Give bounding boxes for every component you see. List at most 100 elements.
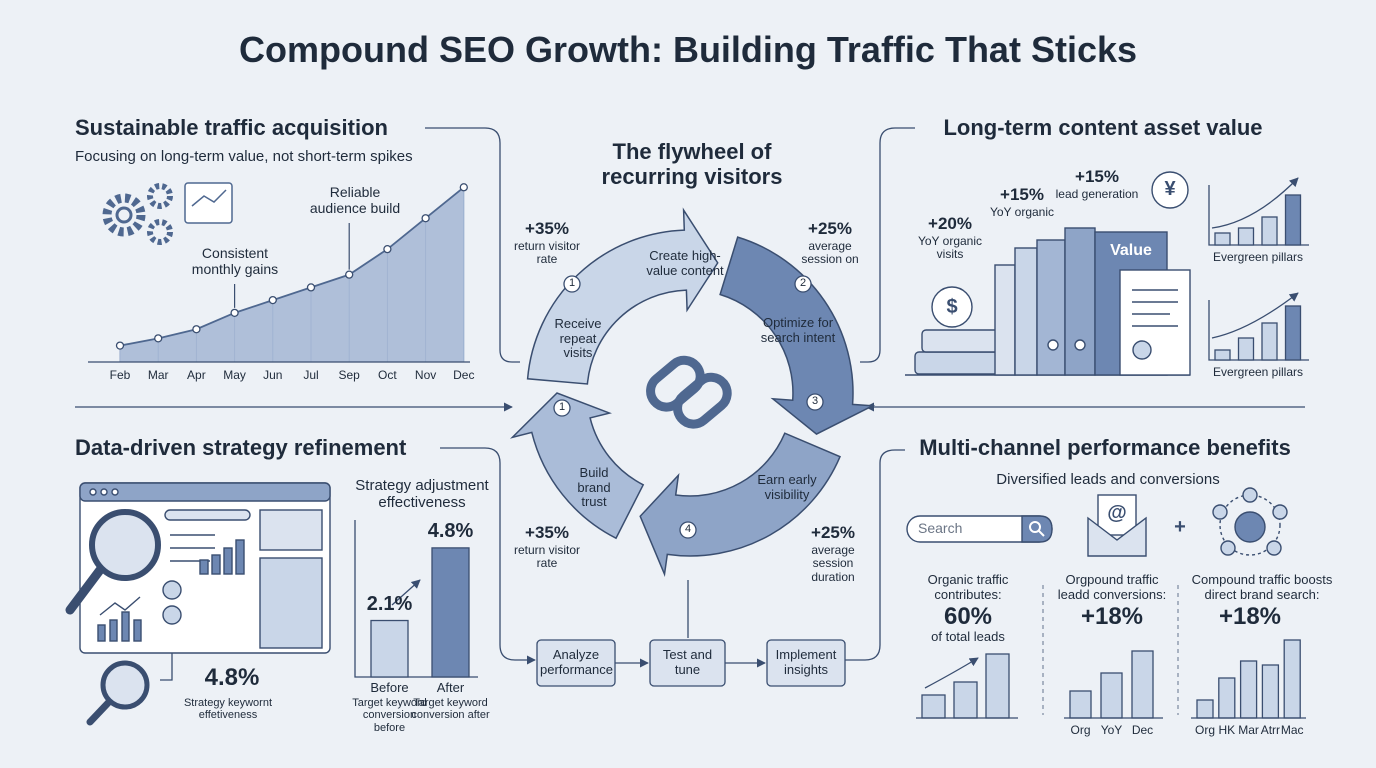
x-tick-label: Mar [1238,723,1259,737]
process-box [649,639,726,687]
x-tick-label: Sep [338,368,360,382]
trend-arrow [1211,292,1299,339]
chart-label: Evergreen pillars [1212,365,1304,379]
x-tick-label: Jul [303,368,319,382]
process-box [536,639,616,687]
bar [1284,194,1302,246]
chart-label: Evergreen pillars [1212,250,1304,264]
bar [1237,227,1255,246]
point [115,341,125,350]
point [383,245,392,254]
flywheel-arrow [509,392,645,540]
flywheel-step: Earn early visibility [757,472,817,502]
flywheel-step: Receive repeat visits [554,316,602,361]
step-badge [679,521,697,539]
x-tick-label: Org [1070,723,1091,737]
column-metric: +18% [1080,603,1144,630]
step-badge [553,399,571,417]
annotation: Reliable audience build [309,184,401,216]
trend-arrow [1211,177,1299,229]
x-tick-label: Mac [1280,723,1304,737]
value-label: 4.8% [427,519,474,542]
connectors [75,127,1305,681]
yen-icon: ¥ [1164,178,1176,200]
page-title: Compound SEO Growth: Building Traffic Th… [238,29,1138,70]
section-heading: Sustainable traffic acquisition [75,115,388,140]
flywheel-title: The flywheel of recurring visitors [601,139,783,189]
flywheel-arrow [719,236,876,435]
step-badge [563,275,581,293]
x-tick-label: Apr [187,368,206,382]
stat-label: YoY organic visits [917,234,983,262]
flywheel-step: Build brand trust [577,465,611,510]
flywheel-arrow [526,207,719,385]
bar [431,547,470,678]
point [459,183,468,192]
point [306,283,316,292]
stat-value: +25% [808,219,852,238]
process-label: Implement insights [775,647,837,677]
metric: 4.8% [204,664,260,691]
x-tick-label: Mar [147,368,169,382]
stat-value: +35% [525,523,569,542]
section-heading: Long-term content asset value [943,115,1263,140]
x-tick-label: Atrr [1260,723,1281,737]
x-tick-label: Nov [414,368,437,382]
column-caption: Organic traffic contributes: [927,572,1009,602]
x-tick-label: Dec [1131,723,1154,737]
bar [1239,660,1258,719]
point [192,325,201,334]
point [230,308,239,318]
point [421,214,430,223]
bar [1261,664,1280,719]
trend-arrow [924,657,979,689]
x-tick-label: After [436,680,465,695]
bar [1100,672,1123,719]
chain-icon [646,355,732,429]
x-tick-label: YoY [1100,723,1123,737]
metric-label: of total leads [931,629,1005,644]
search-placeholder: Search [918,520,963,536]
bar-sublabel: Target keyword conversion after [411,697,490,722]
column-metric: 60% [943,603,993,630]
books-illustration [905,171,1191,376]
column-metric: +18% [1218,603,1282,630]
area [120,187,464,362]
stat-label: YoY organic [989,205,1055,219]
x-tick-label: Dec [453,368,475,382]
bar [1237,337,1255,361]
x-tick-label: Org [1194,723,1216,737]
annotation: Consistent monthly gains [191,245,279,277]
stat-label: average session on [801,239,859,267]
step-badge [806,393,824,411]
x-tick-label: Jun [263,368,283,382]
line [119,186,465,347]
x-tick-label: Oct [378,368,397,382]
bar [1214,349,1231,361]
stat-label: average session duration [811,543,855,584]
flywheel-step: Optimize for search intent [760,315,836,345]
point [154,334,163,343]
bar [953,681,978,719]
x-tick-label: Before [370,680,409,695]
point [345,270,354,279]
bar [1284,305,1302,361]
section-heading: Data-driven strategy refinement [75,435,407,460]
section-subtitle: Diversified leads and conversions [996,471,1220,488]
step-number: 1 [558,401,566,413]
step-badge [794,275,812,293]
value-label: 2.1% [366,592,413,615]
stat-value: +25% [811,523,855,542]
chart-title: Strategy adjustment effectiveness [355,477,489,511]
browser-illustration [65,482,331,726]
email-icon: @ [1107,502,1127,524]
bar [921,694,946,719]
section-heading: Multi-channel performance benefits [919,435,1291,460]
channel-icons [906,487,1288,715]
bar [1261,322,1278,361]
stat-label: return visitor rate [513,239,581,267]
step-number: 2 [799,277,807,289]
column-caption: Orgpound traffic leadd conversions: [1057,572,1167,602]
